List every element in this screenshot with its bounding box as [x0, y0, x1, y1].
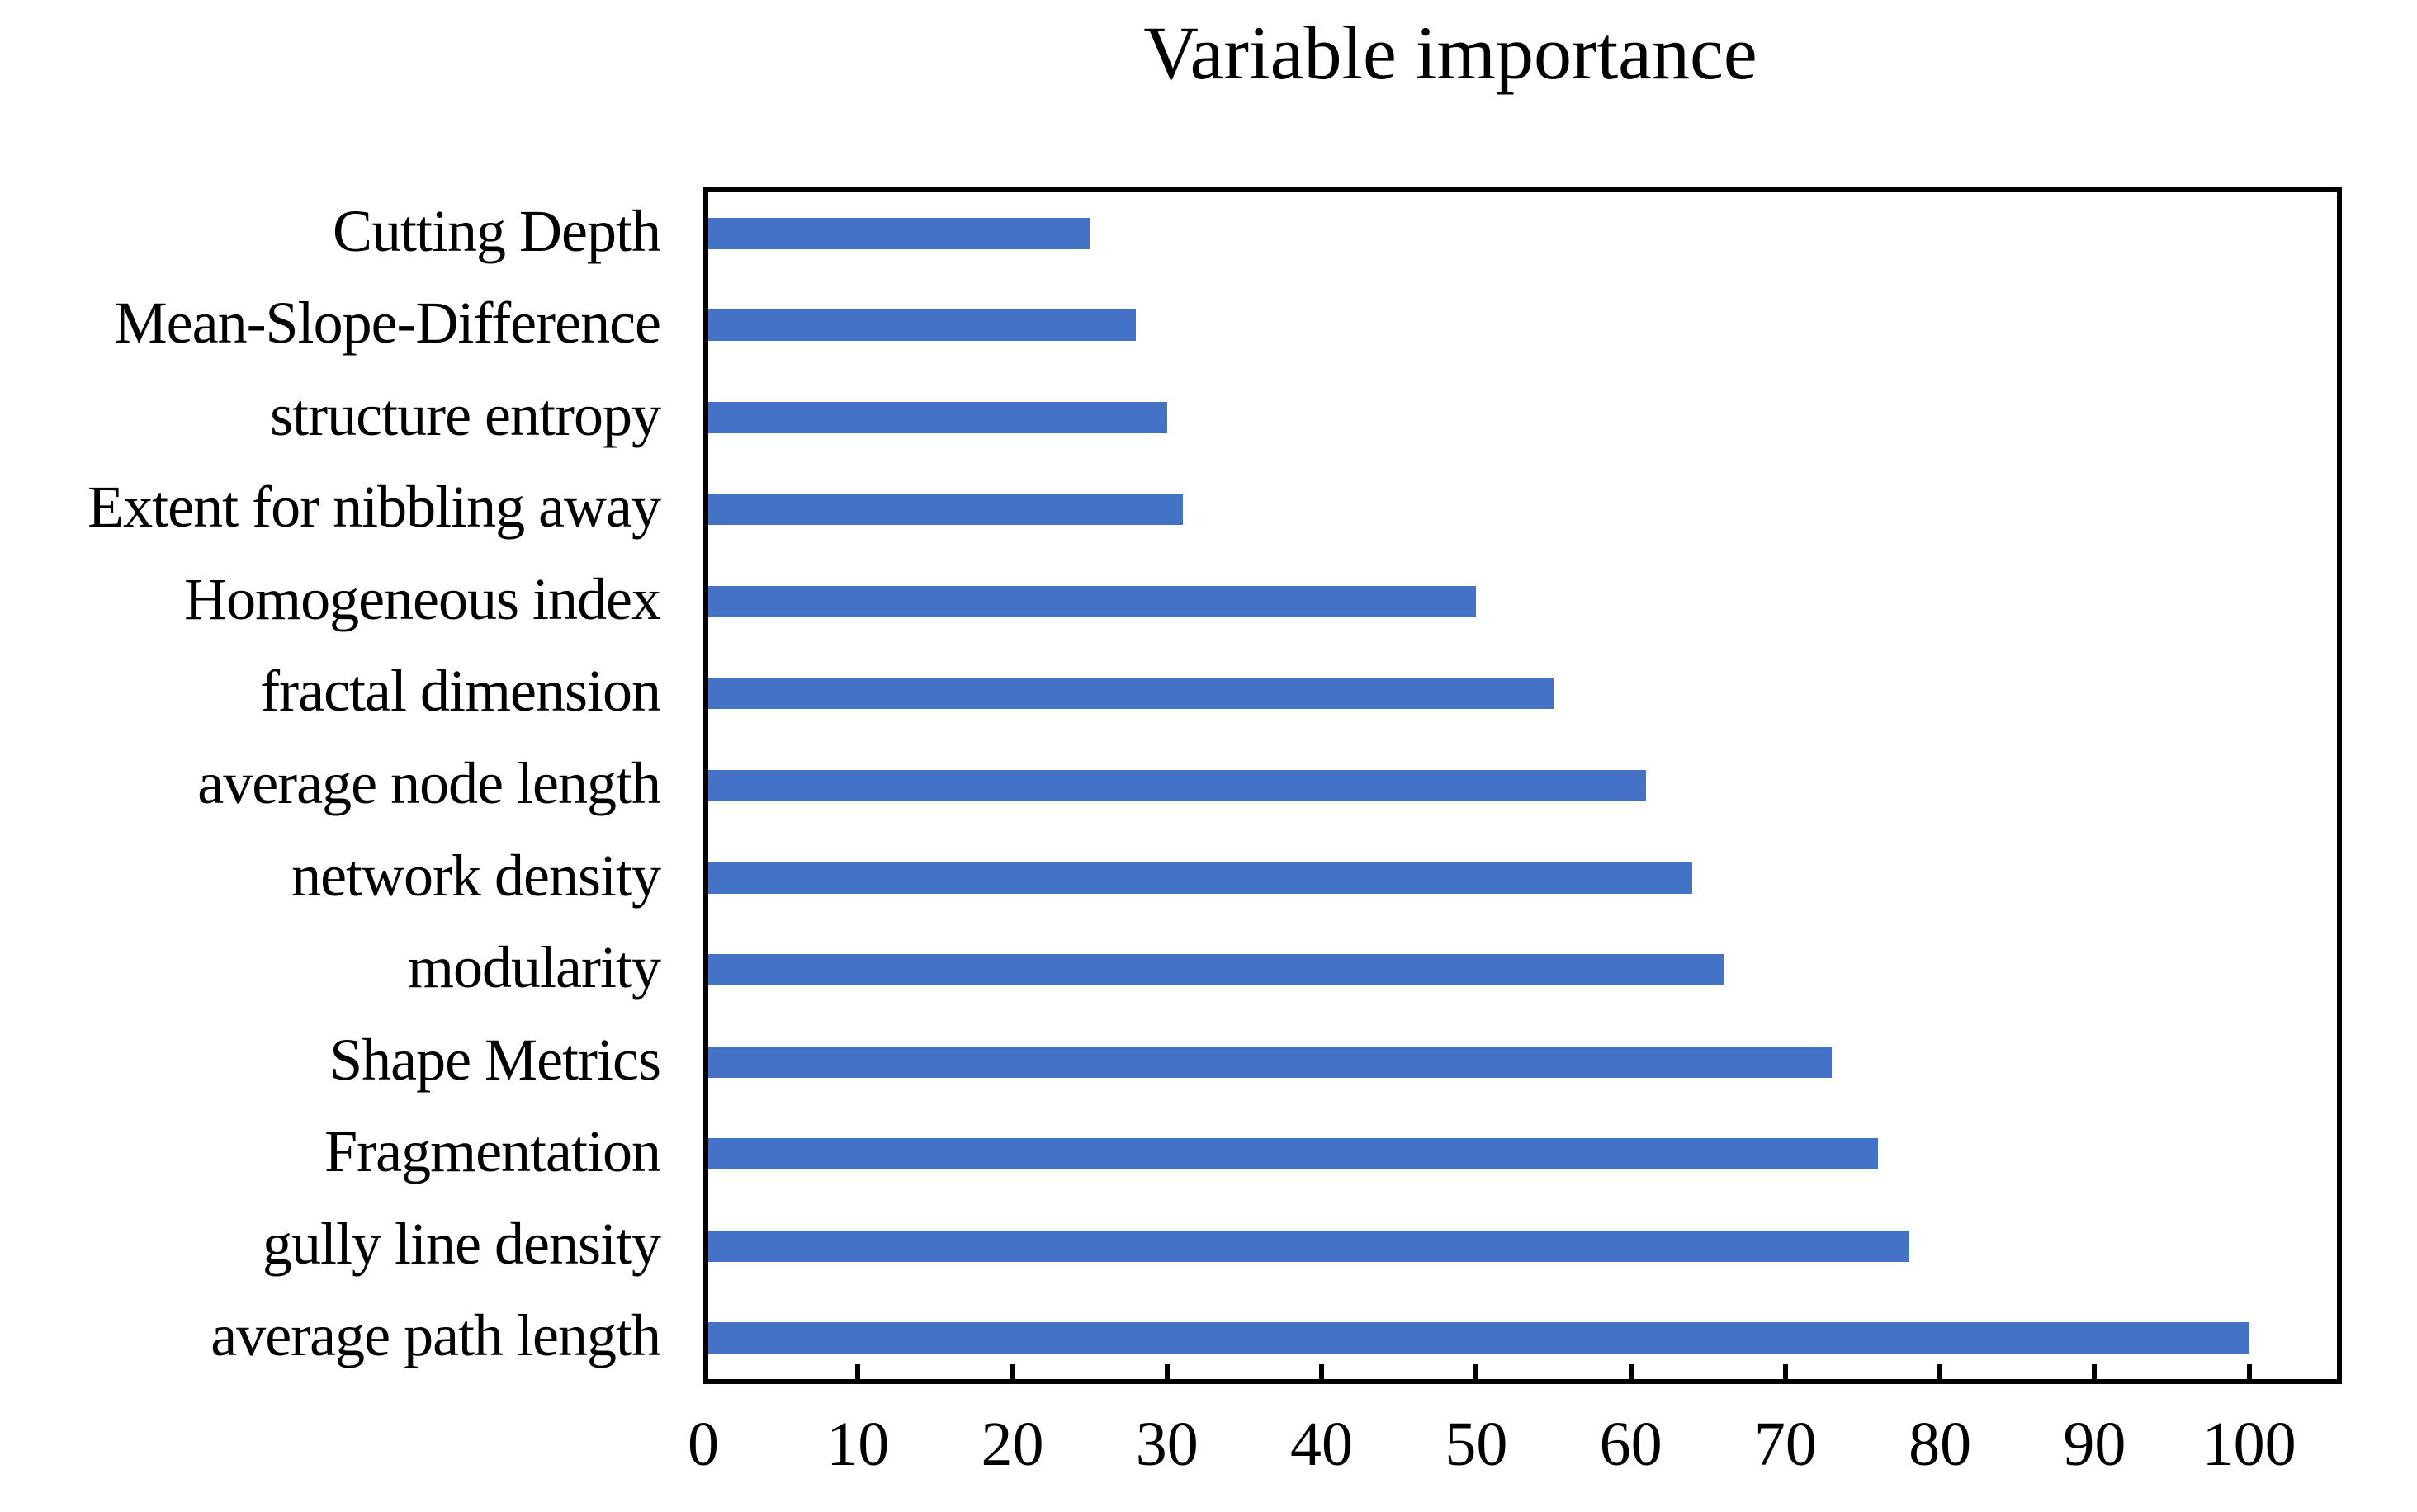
x-tick-mark — [1937, 1364, 1943, 1384]
x-tick-mark — [855, 1364, 861, 1384]
x-tick-mark — [1164, 1364, 1170, 1384]
x-tick-label: 90 — [2063, 1410, 2126, 1479]
x-tick-label: 80 — [1909, 1410, 1972, 1479]
x-tick-mark — [1010, 1364, 1015, 1384]
category-label: Mean-Slope-Difference — [114, 290, 661, 357]
category-label: Homogeneous index — [184, 566, 661, 633]
x-tick-mark — [1628, 1364, 1634, 1384]
bar — [703, 309, 1137, 342]
bar — [703, 1230, 1909, 1262]
x-tick-label: 30 — [1135, 1410, 1199, 1479]
bar — [703, 862, 1693, 894]
bar — [703, 1046, 1833, 1078]
category-label: Cutting Depth — [333, 197, 661, 264]
x-tick-mark — [1319, 1364, 1325, 1384]
x-tick-label: 10 — [826, 1410, 890, 1479]
category-label: network density — [291, 842, 661, 909]
category-label: average node length — [197, 750, 661, 817]
x-tick-mark — [1782, 1364, 1788, 1384]
x-tick-label: 60 — [1599, 1410, 1663, 1479]
bar — [703, 1138, 1879, 1170]
bar — [703, 1322, 2249, 1354]
category-label: structure entropy — [270, 381, 661, 448]
x-tick-label: 40 — [1290, 1410, 1354, 1479]
plot-area — [703, 187, 2342, 1384]
bar — [703, 217, 1090, 249]
bar — [703, 678, 1554, 710]
x-tick-label: 0 — [688, 1410, 719, 1479]
category-label: Fragmentation — [324, 1118, 661, 1185]
x-tick-label: 70 — [1753, 1410, 1817, 1479]
x-tick-label: 100 — [2202, 1410, 2296, 1479]
category-label: gully line density — [263, 1210, 661, 1277]
bar — [703, 770, 1647, 801]
x-tick-mark — [2246, 1364, 2252, 1384]
category-label: Extent for nibbling away — [88, 474, 661, 541]
category-label: average path length — [210, 1302, 661, 1369]
bar — [703, 494, 1183, 526]
x-tick-mark — [2092, 1364, 2098, 1384]
x-tick-label: 20 — [981, 1410, 1044, 1479]
category-label: modularity — [408, 934, 661, 1001]
x-tick-label: 50 — [1445, 1410, 1508, 1479]
chart-title: Variable importance — [1143, 11, 1757, 95]
category-label: Shape Metrics — [329, 1026, 661, 1093]
category-label: fractal dimension — [260, 658, 661, 725]
bar — [703, 954, 1724, 986]
bar — [703, 585, 1477, 617]
bar — [703, 401, 1167, 433]
x-tick-mark — [1473, 1364, 1479, 1384]
